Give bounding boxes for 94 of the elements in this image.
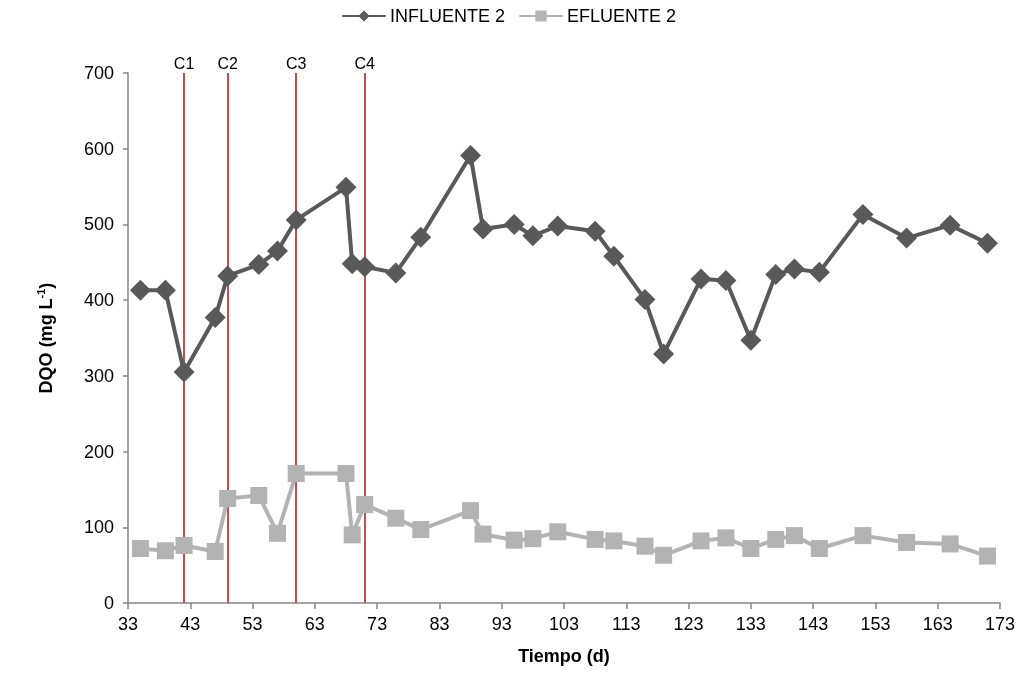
y-tick-label: 0 xyxy=(103,593,114,613)
point xyxy=(266,240,288,262)
point xyxy=(717,529,735,547)
point xyxy=(653,343,675,365)
y-tick-label: 700 xyxy=(83,63,114,83)
point xyxy=(765,263,787,285)
point xyxy=(852,204,874,226)
point xyxy=(941,535,959,553)
point xyxy=(715,269,737,291)
point xyxy=(690,268,712,290)
y-tick-label: 200 xyxy=(83,441,114,462)
point xyxy=(462,502,480,520)
ref-line-label: C1 xyxy=(173,54,195,72)
point xyxy=(740,329,762,351)
ref-line-label: C4 xyxy=(354,54,376,72)
point xyxy=(287,465,305,483)
x-tick-label: 103 xyxy=(548,614,580,634)
point xyxy=(285,209,307,231)
point xyxy=(385,262,407,284)
point xyxy=(268,524,286,542)
ref-line-label: C3 xyxy=(285,54,307,72)
point xyxy=(810,539,828,557)
x-tick-label: 93 xyxy=(491,614,512,634)
point xyxy=(206,543,224,561)
point xyxy=(356,496,374,514)
legend-label: EFLUENTE 2 xyxy=(567,6,677,26)
point xyxy=(603,245,625,267)
x-tick-label: 83 xyxy=(429,614,450,634)
x-tick-label: 113 xyxy=(611,614,641,634)
point xyxy=(503,213,525,235)
x-tick-label: 153 xyxy=(860,614,891,634)
x-tick-label: 63 xyxy=(304,614,325,634)
point xyxy=(939,214,961,236)
y-tick-label: 300 xyxy=(83,365,114,386)
point xyxy=(354,256,376,278)
point xyxy=(129,279,151,301)
x-tick-label: 163 xyxy=(922,614,953,634)
point xyxy=(472,218,494,240)
y-tick-label: 100 xyxy=(83,517,114,538)
point xyxy=(204,307,226,329)
x-tick-label: 123 xyxy=(673,614,704,634)
point xyxy=(412,521,430,539)
x-tick-label: 73 xyxy=(367,614,388,634)
point xyxy=(586,530,604,548)
point xyxy=(175,536,193,554)
point xyxy=(785,527,803,545)
point xyxy=(474,525,492,543)
point xyxy=(854,527,872,545)
point xyxy=(692,532,710,550)
x-tick-label: 53 xyxy=(242,614,263,634)
point xyxy=(250,486,268,504)
x-tick-label: 33 xyxy=(117,614,139,634)
x-tick-label: 133 xyxy=(735,614,766,634)
point xyxy=(173,361,195,383)
point xyxy=(977,232,999,254)
point xyxy=(154,279,176,301)
x-tick-label: 143 xyxy=(798,614,829,634)
x-axis-title: Tiempo (d) xyxy=(518,646,610,666)
point xyxy=(584,220,606,242)
point xyxy=(217,265,239,287)
point xyxy=(742,539,760,557)
y-tick-label: 400 xyxy=(83,290,114,311)
y-tick-label: 500 xyxy=(83,214,114,235)
point xyxy=(505,531,523,549)
point xyxy=(547,215,569,237)
x-tick-label: 43 xyxy=(180,614,201,634)
point xyxy=(979,547,997,565)
point xyxy=(808,261,830,283)
point xyxy=(655,546,673,564)
point xyxy=(410,226,432,248)
y-axis-title: DQO (mg L-1) xyxy=(34,282,56,394)
point xyxy=(896,227,918,249)
point xyxy=(335,176,357,198)
point xyxy=(605,532,623,550)
point xyxy=(219,490,237,508)
point xyxy=(634,288,656,310)
point xyxy=(783,258,805,280)
point xyxy=(460,145,482,167)
point xyxy=(387,509,405,527)
point xyxy=(767,530,785,548)
point xyxy=(524,530,542,548)
point xyxy=(156,542,174,560)
legend-label: INFLUENTE 2 xyxy=(389,6,506,26)
point xyxy=(522,225,544,247)
point xyxy=(131,539,149,557)
point xyxy=(248,254,270,276)
y-tick-label: 600 xyxy=(83,138,114,159)
x-tick-label: 173 xyxy=(984,614,1016,634)
point xyxy=(337,465,355,483)
point xyxy=(549,523,567,541)
ref-line-label: C2 xyxy=(217,54,238,72)
point xyxy=(636,537,654,555)
point xyxy=(898,533,916,551)
point xyxy=(343,526,361,544)
